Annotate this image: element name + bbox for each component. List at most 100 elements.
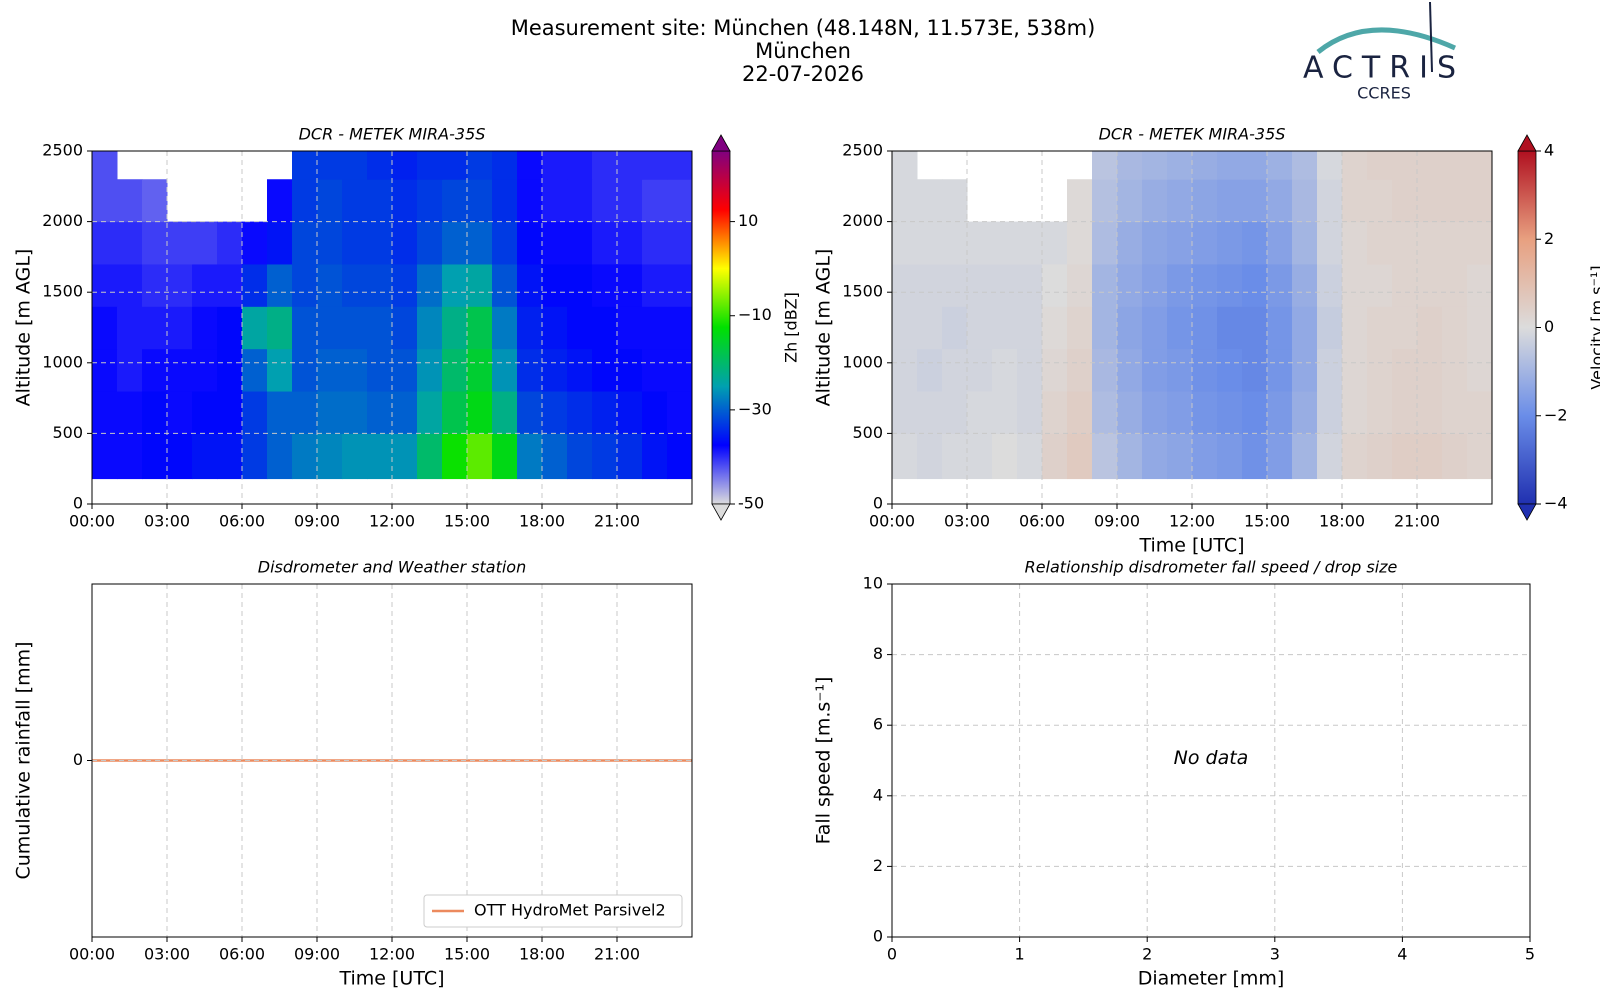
heat-cell xyxy=(1367,433,1393,480)
heat-cell xyxy=(642,433,668,480)
heat-cell xyxy=(1192,151,1218,180)
heat-cell xyxy=(292,263,318,307)
heat-cell xyxy=(417,179,443,223)
heat-cell xyxy=(1017,433,1043,480)
heat-cell xyxy=(1142,179,1168,223)
heat-cell xyxy=(517,306,543,350)
heat-cell xyxy=(1267,263,1293,307)
colorbar-tick-label: 10 xyxy=(738,211,758,230)
heat-cell xyxy=(242,391,268,434)
heat-cell xyxy=(1367,306,1393,350)
heat-cell xyxy=(217,348,243,392)
y-tick-label: 1000 xyxy=(842,352,883,371)
heat-cell xyxy=(142,433,168,480)
heat-cell xyxy=(142,306,168,350)
y-tick-label: 2 xyxy=(873,856,883,875)
heat-cell xyxy=(1317,348,1343,392)
heat-cell xyxy=(1167,433,1193,480)
heat-cell xyxy=(1117,433,1143,480)
heat-cell xyxy=(592,263,618,307)
heat-cell xyxy=(642,348,668,392)
heat-cell xyxy=(567,179,593,223)
heat-cell xyxy=(467,306,493,350)
heat-cell xyxy=(1092,391,1118,434)
heat-cell xyxy=(992,263,1018,307)
y-tick-label: 8 xyxy=(873,644,883,663)
heat-cell xyxy=(292,221,318,265)
heat-cell xyxy=(192,221,218,265)
heat-cell xyxy=(617,179,643,223)
heat-cell xyxy=(667,306,693,350)
heat-cell xyxy=(1342,348,1368,392)
heat-cell xyxy=(242,306,268,350)
heat-cell xyxy=(1042,391,1068,434)
annotation: No data xyxy=(1174,747,1249,769)
heat-cell xyxy=(1317,151,1343,180)
heat-cell xyxy=(917,179,943,223)
heat-cell xyxy=(92,221,118,265)
heat-cell xyxy=(1317,391,1343,434)
heat-cell xyxy=(1167,151,1193,180)
heat-cell xyxy=(267,179,293,223)
heat-cell xyxy=(1467,263,1493,307)
y-axis-label: Cumulative rainfall [mm] xyxy=(13,641,35,879)
heat-cell xyxy=(892,179,918,223)
heat-cell xyxy=(1442,391,1468,434)
heat-cell xyxy=(917,306,943,350)
heat-cell xyxy=(467,179,493,223)
heat-cell xyxy=(1167,348,1193,392)
heat-cell xyxy=(992,306,1018,350)
heat-cell xyxy=(542,391,568,434)
heat-cell xyxy=(417,433,443,480)
heat-cell xyxy=(392,306,418,350)
heat-cell xyxy=(1442,221,1468,265)
heat-cell xyxy=(1292,433,1318,480)
panel: DCR - METEK MIRA-35S -50 −30 −10 10 Zh [dBZ] 0… xyxy=(13,125,801,531)
heat-cell xyxy=(467,348,493,392)
heat-cell xyxy=(117,306,143,350)
heat-cell xyxy=(1092,263,1118,307)
heat-cell xyxy=(667,348,693,392)
heat-cell xyxy=(942,263,968,307)
heat-cell xyxy=(1092,433,1118,480)
heat-cell xyxy=(1142,348,1168,392)
y-tick-label: 2000 xyxy=(42,211,83,230)
heat-cell xyxy=(642,306,668,350)
panel-title: Relationship disdrometer fall speed / dr… xyxy=(1025,558,1398,577)
heat-cell xyxy=(967,221,993,265)
heat-cell xyxy=(1292,221,1318,265)
heat-cell xyxy=(917,391,943,434)
heat-cell xyxy=(942,391,968,434)
heat-cell xyxy=(1467,221,1493,265)
heat-cell xyxy=(1267,391,1293,434)
heat-cell xyxy=(1292,391,1318,434)
colorbar-tick-label: −4 xyxy=(1544,494,1568,513)
heat-cell xyxy=(1242,179,1268,223)
heat-cell xyxy=(1267,348,1293,392)
heat-cell xyxy=(942,348,968,392)
heat-cell xyxy=(592,433,618,480)
heat-cell xyxy=(1392,221,1418,265)
heat-cell xyxy=(517,348,543,392)
heat-cell xyxy=(1442,151,1468,180)
heat-cell xyxy=(542,306,568,350)
heat-cell xyxy=(1167,179,1193,223)
y-tick-label: 1500 xyxy=(42,282,83,301)
x-tick-label: 09:00 xyxy=(294,945,340,964)
heat-cell xyxy=(1467,348,1493,392)
heat-cell xyxy=(267,391,293,434)
heat-cell xyxy=(992,221,1018,265)
heat-cell xyxy=(1117,221,1143,265)
heat-cell xyxy=(1417,179,1443,223)
x-tick-label: 12:00 xyxy=(1169,512,1215,531)
heat-cell xyxy=(1342,179,1368,223)
heat-cell xyxy=(1067,306,1093,350)
heat-cell xyxy=(92,151,118,180)
heat-cell xyxy=(317,348,343,392)
heat-cell xyxy=(1417,151,1443,180)
heat-cell xyxy=(92,263,118,307)
colorbar-tick-label: −10 xyxy=(738,305,772,324)
panel: DCR - METEK MIRA-35S −4 −2 0 2 4 Velocity [m.s… xyxy=(813,125,1600,557)
heat-cell xyxy=(642,151,668,180)
axes-frame xyxy=(891,583,1531,938)
